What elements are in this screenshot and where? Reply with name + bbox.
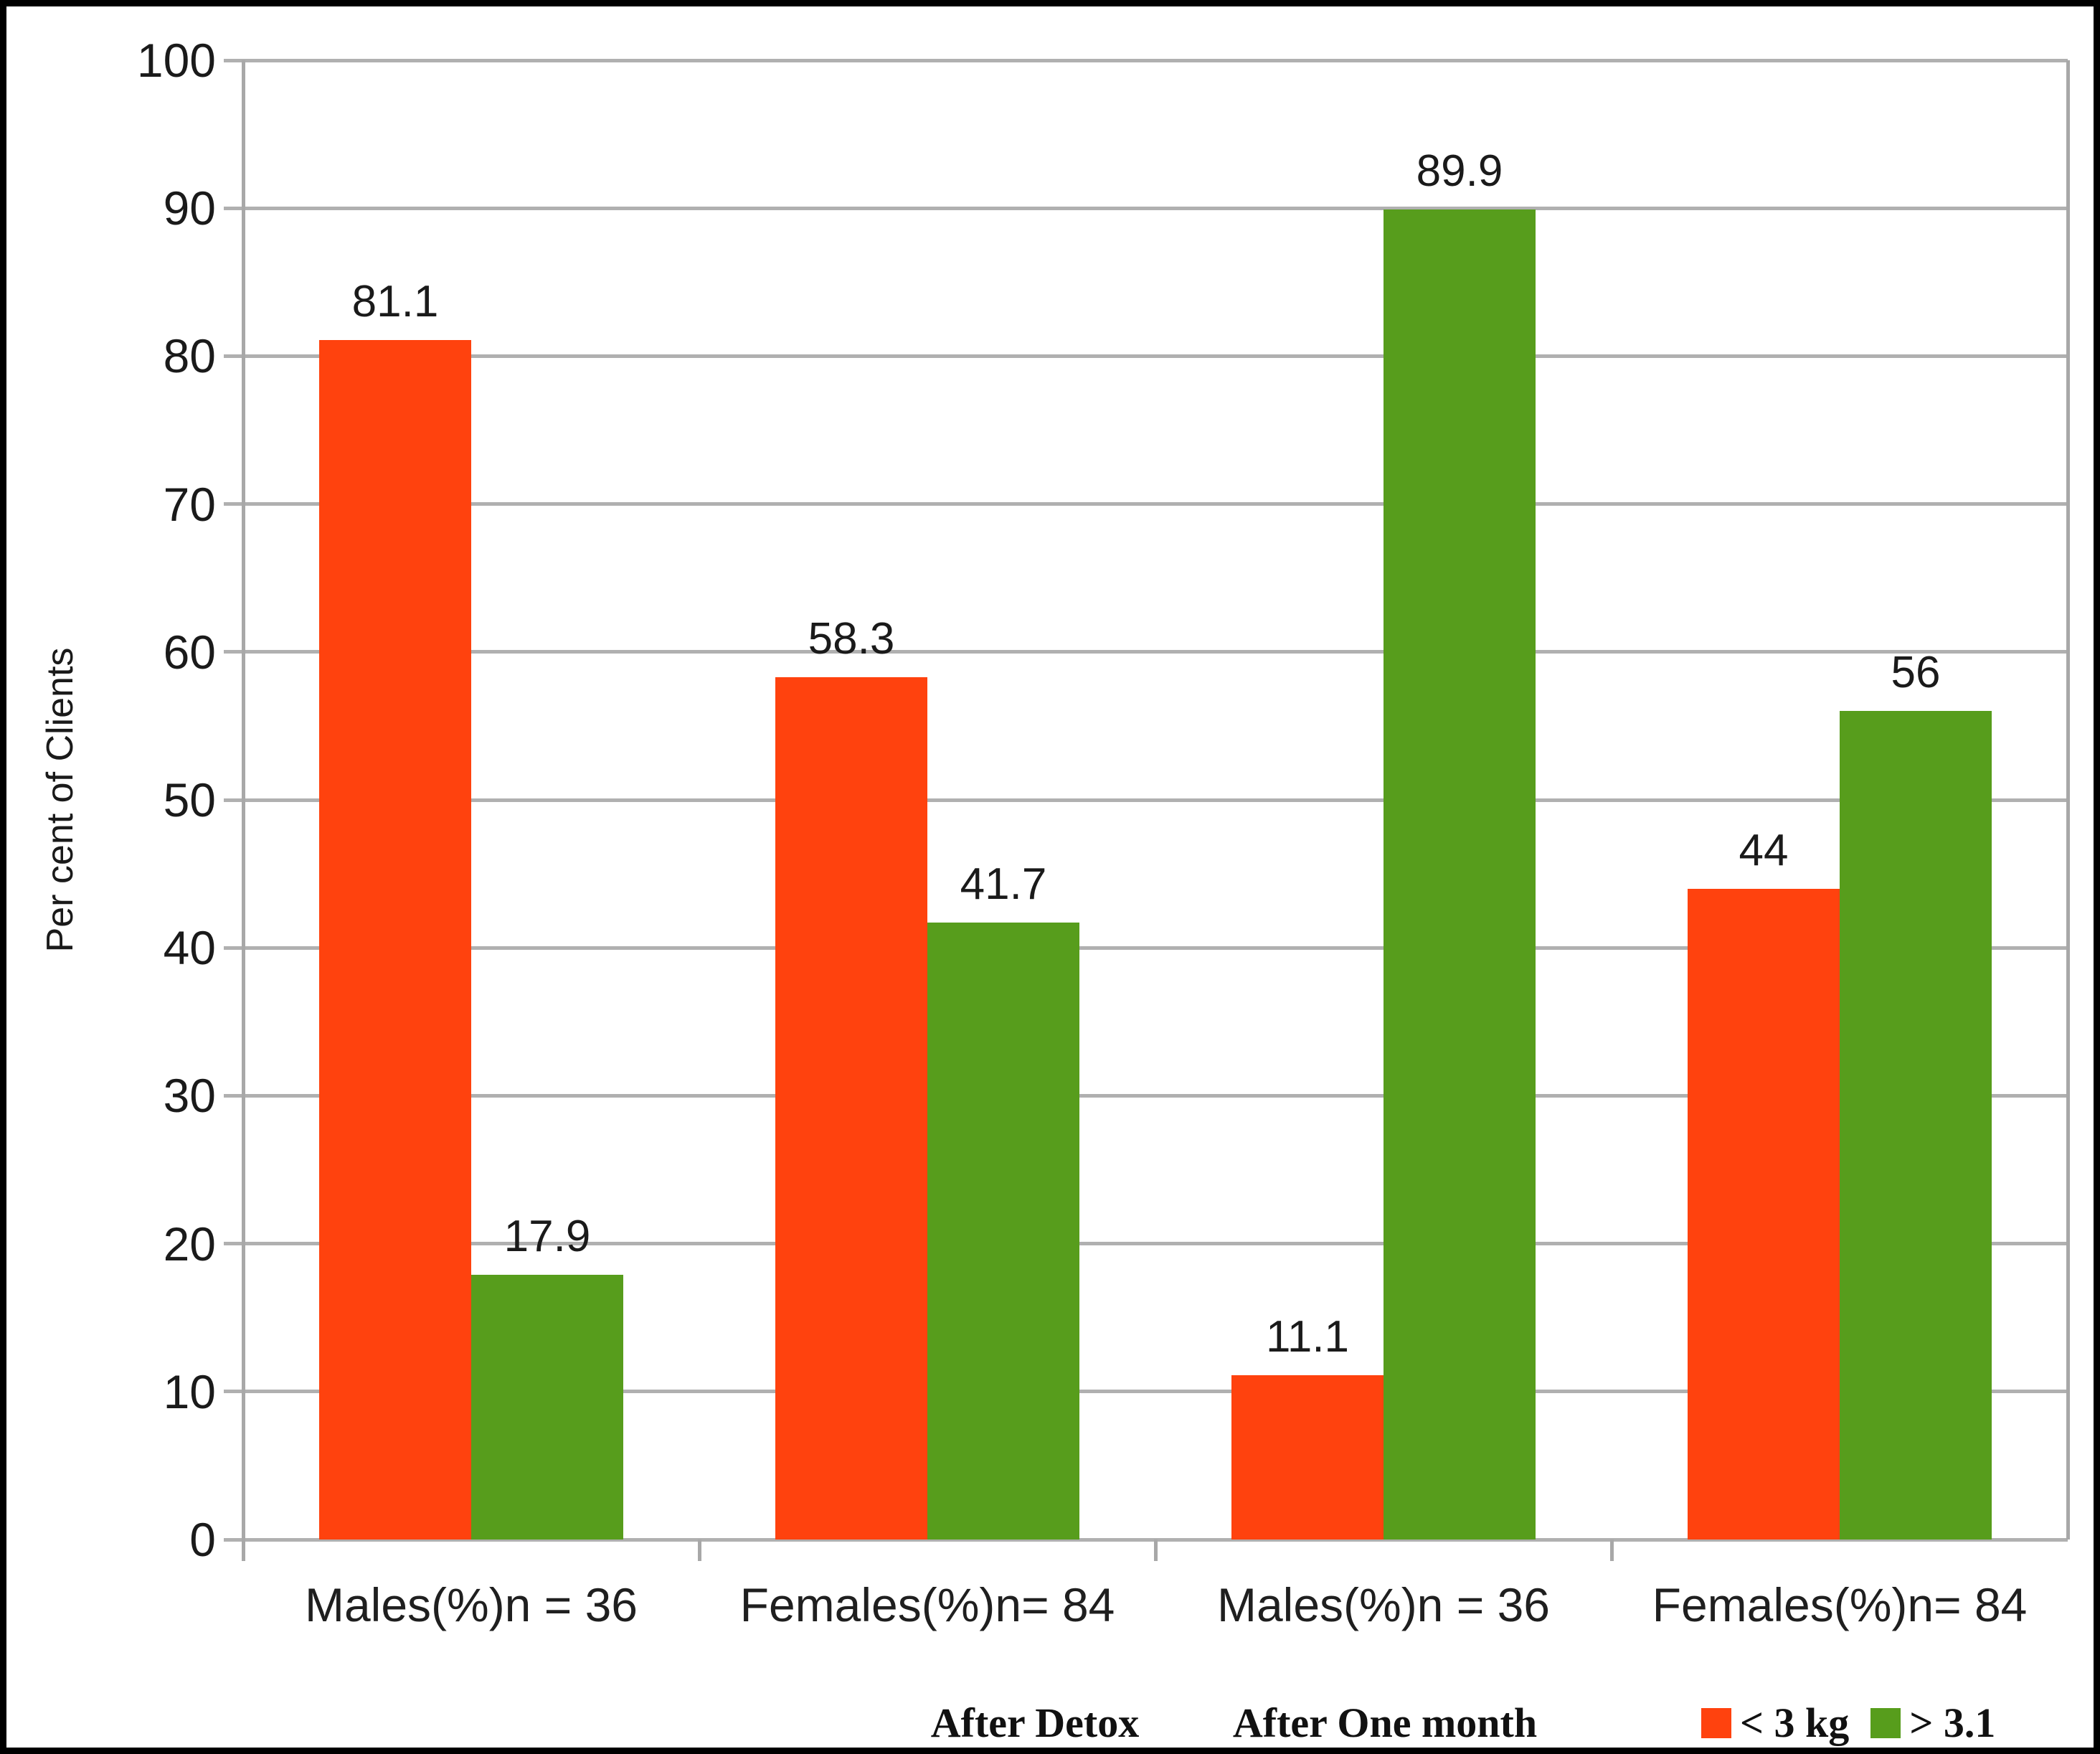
- y-tick-label-30: 30: [163, 1069, 216, 1123]
- gridline-y-50: [224, 798, 2068, 802]
- y-tick-label-90: 90: [163, 181, 216, 235]
- legend-swatch-gt-3-1-icon: [1870, 1708, 1901, 1738]
- legend-item-lt-3kg: < 3 kg: [1701, 1701, 1849, 1745]
- x-axis-tick-1: [697, 1540, 701, 1561]
- y-tick-label-40: 40: [163, 921, 216, 975]
- bar-value-label-group3-lt-3kg: 11.1: [1265, 1312, 1350, 1362]
- x-axis-tick-3: [1609, 1540, 1614, 1561]
- bar-group3-gt-3-1: [1384, 209, 1536, 1540]
- legend-item-gt-3-1: > 3.1: [1870, 1701, 1995, 1745]
- gridline-y-90: [224, 206, 2068, 210]
- bar-group1-gt-3-1: [471, 1274, 623, 1540]
- gridline-y-70: [224, 502, 2068, 506]
- x-axis-category-label-3: Males(%)n = 36: [1216, 1578, 1551, 1631]
- bar-value-label-group2-lt-3kg: 58.3: [808, 613, 895, 664]
- y-axis-line: [241, 60, 245, 1561]
- phase-label-after-one-month: After One month: [1232, 1699, 1538, 1746]
- bar-group1-lt-3kg: [319, 339, 471, 1540]
- gridline-y-20: [224, 1242, 2068, 1246]
- bar-value-label-group4-lt-3kg: 44: [1739, 825, 1789, 875]
- bar-value-label-group1-gt-3-1: 17.9: [503, 1211, 591, 1261]
- bar-value-label-group3-gt-3-1: 89.9: [1416, 146, 1503, 197]
- y-tick-label-100: 100: [136, 34, 216, 87]
- gridline-y-10: [224, 1390, 2068, 1394]
- bar-group2-lt-3kg: [775, 676, 927, 1540]
- bar-group4-gt-3-1: [1840, 711, 1992, 1540]
- x-axis-category-label-1: Males(%)n = 36: [304, 1578, 638, 1631]
- phase-label-after-detox: After Detox: [930, 1699, 1140, 1746]
- legend: < 3 kg > 3.1: [1701, 1701, 1995, 1745]
- bar-value-label-group2-gt-3-1: 41.7: [960, 859, 1047, 910]
- y-tick-label-50: 50: [163, 773, 216, 826]
- y-tick-label-0: 0: [189, 1513, 216, 1566]
- legend-swatch-lt-3kg-icon: [1701, 1708, 1731, 1738]
- gridline-y-80: [224, 354, 2068, 358]
- bar-group2-gt-3-1: [927, 923, 1079, 1540]
- gridline-y-100: [224, 58, 2068, 62]
- bar-group3-lt-3kg: [1231, 1375, 1384, 1540]
- legend-label-lt-3kg: < 3 kg: [1740, 1699, 1850, 1746]
- y-tick-label-10: 10: [163, 1364, 216, 1418]
- gridline-y-30: [224, 1093, 2068, 1098]
- y-tick-label-60: 60: [163, 625, 216, 679]
- x-axis-category-label-2: Females(%)n= 84: [739, 1578, 1115, 1631]
- x-axis-tick-2: [1153, 1540, 1158, 1561]
- gridline-y-40: [224, 946, 2068, 950]
- y-tick-label-20: 20: [163, 1217, 216, 1270]
- y-tick-label-70: 70: [163, 477, 216, 531]
- gridline-y-60: [224, 650, 2068, 654]
- plot-right-border: [2066, 60, 2070, 1540]
- y-tick-label-80: 80: [163, 329, 216, 383]
- legend-label-gt-3-1: > 3.1: [1909, 1699, 1996, 1746]
- x-axis-category-label-4: Females(%)n= 84: [1652, 1578, 2028, 1631]
- bar-value-label-group4-gt-3-1: 56: [1891, 648, 1941, 698]
- bar-group4-lt-3kg: [1688, 888, 1840, 1540]
- bar-value-label-group1-lt-3kg: 81.1: [351, 276, 439, 326]
- gridline-y-0: [224, 1537, 2068, 1542]
